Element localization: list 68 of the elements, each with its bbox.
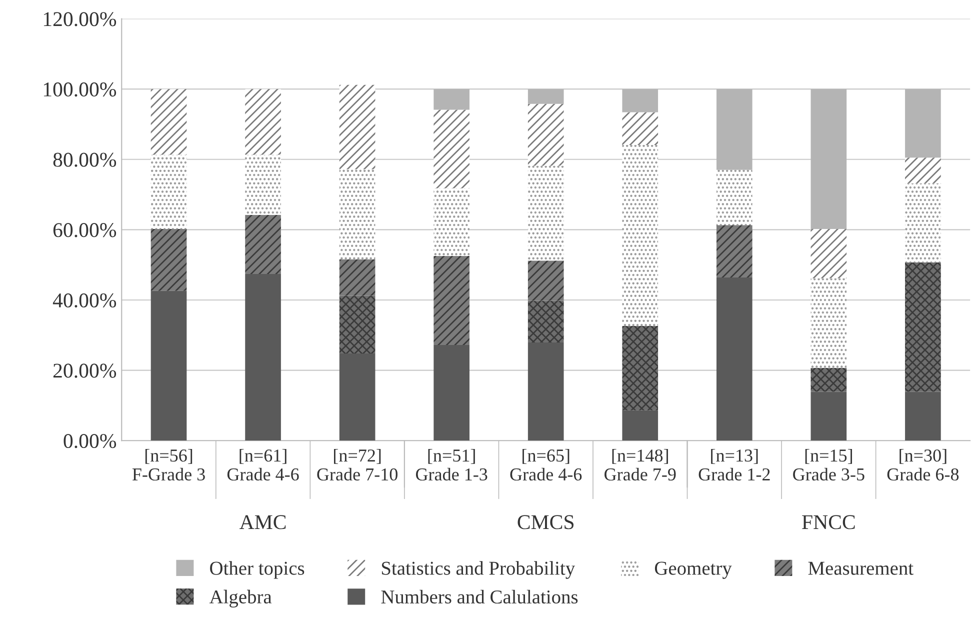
bar	[905, 183, 941, 262]
bar	[434, 89, 470, 110]
bar	[339, 259, 376, 296]
bar	[528, 342, 564, 441]
bar	[716, 278, 752, 441]
x-tick-label: [n=61] Grade 4-6	[227, 448, 299, 481]
bar	[528, 300, 564, 343]
bar	[622, 326, 658, 410]
legend-label: Other topics	[210, 561, 304, 579]
bar	[810, 392, 847, 441]
text: CMCS	[518, 515, 574, 530]
bar	[339, 84, 376, 170]
y-tick-label: 100.00%	[44, 82, 116, 97]
bar	[434, 256, 470, 345]
bar	[245, 274, 281, 441]
bar	[150, 228, 187, 291]
x-tick-label: [n=30] Grade 6-8	[887, 448, 959, 481]
y-tick-label: 20.00%	[53, 364, 116, 378]
bar	[339, 296, 376, 354]
y-tick-label: 40.00%	[52, 293, 116, 308]
bar	[905, 158, 941, 184]
bar	[810, 228, 847, 278]
legend-label: Numbers and Calulations	[381, 590, 578, 604]
bar	[810, 89, 847, 229]
bar	[245, 214, 281, 274]
bar	[339, 169, 376, 260]
x-tick-label: [n=51] Grade 1-3	[416, 448, 488, 481]
bar	[622, 410, 658, 441]
bar	[528, 166, 564, 261]
bar	[905, 392, 941, 441]
bar	[150, 89, 187, 155]
bar	[622, 144, 658, 326]
x-tick-label: [n=72] Grade 7-10	[317, 448, 398, 481]
bar	[150, 154, 187, 229]
x-tick-label: [n=65] Grade 4-6	[510, 448, 582, 481]
text: AMC	[240, 515, 286, 530]
x-tick-label: [n=56] F-Grade 3	[132, 448, 205, 481]
bar	[716, 89, 752, 170]
y-tick-label: 120.00%	[44, 12, 116, 26]
x-tick-label: [n=148] Grade 7-9	[604, 448, 676, 481]
bar	[528, 89, 564, 104]
bar	[528, 104, 564, 166]
text: FNCC	[802, 515, 855, 530]
bar	[434, 345, 470, 441]
bar	[434, 188, 470, 256]
bar	[245, 89, 281, 155]
bar	[528, 260, 564, 301]
y-tick-label: 60.00%	[53, 223, 116, 238]
legend-label: Algebra	[209, 590, 272, 608]
y-tick-label: 80.00%	[53, 152, 116, 167]
bar	[905, 262, 941, 392]
bar	[716, 225, 752, 278]
legend-label: Statistics and Probability	[382, 561, 576, 579]
bar	[150, 290, 187, 441]
bar	[245, 154, 281, 215]
bar	[622, 112, 658, 145]
bar	[622, 89, 658, 112]
bar	[810, 278, 847, 368]
bar	[434, 110, 470, 188]
bar	[810, 368, 847, 392]
bar	[339, 353, 376, 441]
legend-label: Geometry	[654, 562, 732, 579]
x-tick-label: [n=15] Grade 3-5	[793, 448, 864, 481]
y-tick-label: 0.00%	[64, 434, 116, 448]
bar	[905, 89, 941, 158]
legend-label: Measurement	[808, 562, 914, 575]
x-tick-label: [n=13] Grade 1-2	[698, 448, 770, 481]
bar	[716, 170, 752, 226]
